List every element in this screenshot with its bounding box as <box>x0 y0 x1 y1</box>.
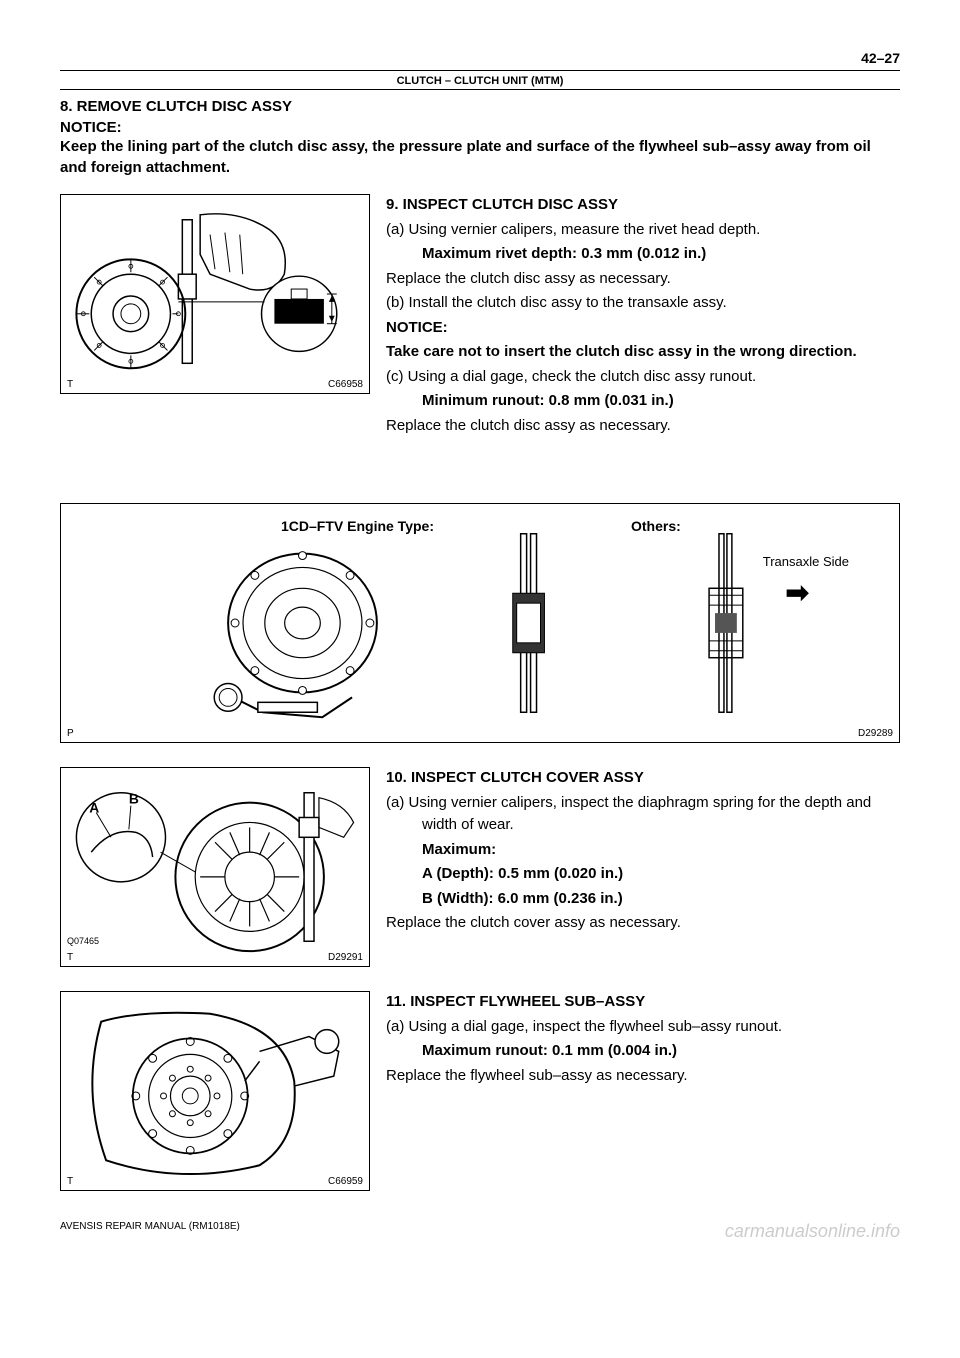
step-9b: (b) Install the clutch disc assy to the … <box>386 292 900 315</box>
section-10-row: A B Q07465 T D29291 10. INSPECT CLUTCH C… <box>60 767 900 967</box>
step-11a: (a) Using a dial gage, inspect the flywh… <box>386 1016 900 1039</box>
clutch-disc-measure-illustration <box>61 195 369 393</box>
figure-9: T C66958 <box>60 194 370 394</box>
figure-code: C66959 <box>328 1176 363 1187</box>
label-1cd: 1CD–FTV Engine Type: <box>281 518 434 534</box>
step-9a-spec: Maximum rivet depth: 0.3 mm (0.012 in.) <box>386 243 900 266</box>
figure-code: D29291 <box>328 952 363 963</box>
figure-letter: T <box>67 952 73 963</box>
replace-text: Replace the clutch disc assy as necessar… <box>386 268 900 291</box>
notice-label: NOTICE: <box>60 119 900 136</box>
clutch-cover-illustration: A B <box>61 768 369 966</box>
arrow-icon: ➡ <box>786 576 809 609</box>
section-11-text: 11. INSPECT FLYWHEEL SUB–ASSY (a) Using … <box>386 991 900 1089</box>
replace-text: Replace the clutch disc assy as necessar… <box>386 415 900 438</box>
section-11-row: T C66959 11. INSPECT FLYWHEEL SUB–ASSY (… <box>60 991 900 1191</box>
step-9a: (a) Using vernier calipers, measure the … <box>386 219 900 242</box>
section-8-title: 8. REMOVE CLUTCH DISC ASSY <box>60 98 900 115</box>
label-others: Others: <box>631 518 681 534</box>
replace-text: Replace the clutch cover assy as necessa… <box>386 912 900 935</box>
step-10a: (a) Using vernier calipers, inspect the … <box>386 792 900 837</box>
figure-large: 1CD–FTV Engine Type: Others: Transaxle S… <box>60 503 900 743</box>
section-10-text: 10. INSPECT CLUTCH COVER ASSY (a) Using … <box>386 767 900 937</box>
watermark: carmanualsonline.info <box>725 1221 900 1242</box>
step-9c: (c) Using a dial gage, check the clutch … <box>386 366 900 389</box>
figure-10: A B Q07465 T D29291 <box>60 767 370 967</box>
replace-text: Replace the flywheel sub–assy as necessa… <box>386 1065 900 1088</box>
notice-text: Take care not to insert the clutch disc … <box>386 341 900 364</box>
svg-text:B: B <box>129 791 139 807</box>
spec-a: A (Depth): 0.5 mm (0.020 in.) <box>386 863 900 886</box>
notice-text: Keep the lining part of the clutch disc … <box>60 136 900 178</box>
svg-text:A: A <box>89 800 99 816</box>
spec: Maximum runout: 0.1 mm (0.004 in.) <box>386 1040 900 1063</box>
max-label: Maximum: <box>386 839 900 862</box>
section-10-title: 10. INSPECT CLUTCH COVER ASSY <box>386 767 900 790</box>
section-9-row: T C66958 9. INSPECT CLUTCH DISC ASSY (a)… <box>60 194 900 439</box>
figure-letter: T <box>67 1176 73 1187</box>
flywheel-illustration <box>61 992 369 1190</box>
clutch-install-illustration <box>61 504 899 742</box>
divider <box>60 70 900 71</box>
section-header: CLUTCH – CLUTCH UNIT (MTM) <box>60 73 900 90</box>
figure-letter: T <box>67 379 73 390</box>
section-9-text: 9. INSPECT CLUTCH DISC ASSY (a) Using ve… <box>386 194 900 439</box>
section-11-title: 11. INSPECT FLYWHEEL SUB–ASSY <box>386 991 900 1014</box>
figure-letter: P <box>67 728 74 739</box>
spec-b: B (Width): 6.0 mm (0.236 in.) <box>386 888 900 911</box>
figure-code: C66958 <box>328 379 363 390</box>
section-9-title: 9. INSPECT CLUTCH DISC ASSY <box>386 194 900 217</box>
figure-code: D29289 <box>858 728 893 739</box>
page-number: 42–27 <box>60 50 900 66</box>
inner-code: Q07465 <box>67 936 99 946</box>
label-transaxle: Transaxle Side <box>763 554 849 569</box>
notice-label: NOTICE: <box>386 317 900 340</box>
step-9c-spec: Minimum runout: 0.8 mm (0.031 in.) <box>386 390 900 413</box>
figure-11: T C66959 <box>60 991 370 1191</box>
